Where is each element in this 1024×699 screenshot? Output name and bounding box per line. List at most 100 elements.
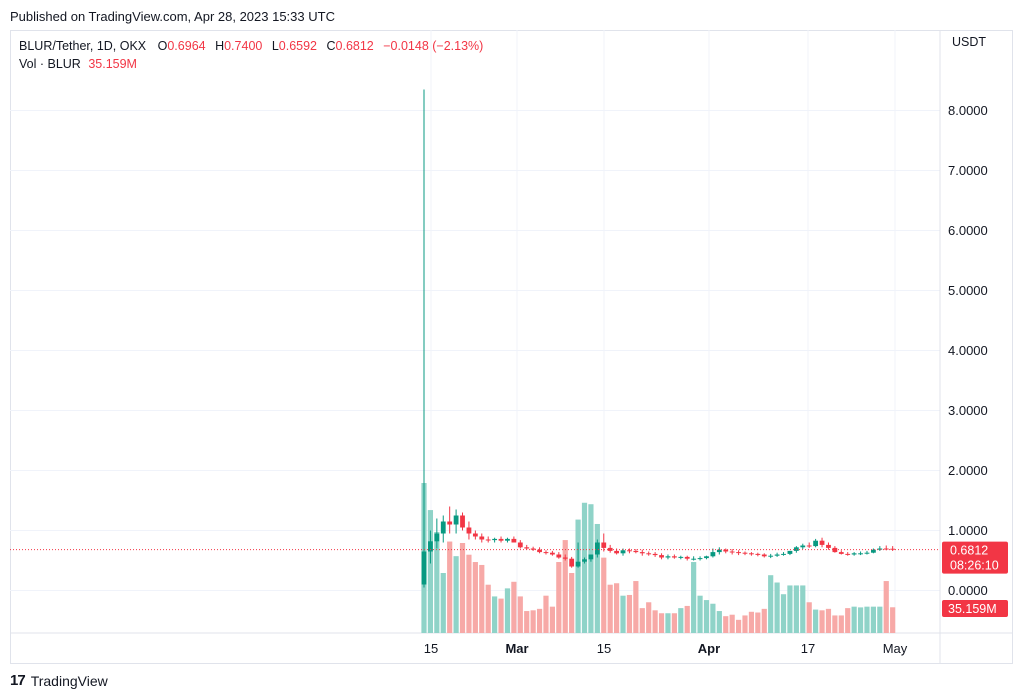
last-price-badge-value: 0.6812: [950, 544, 988, 558]
volume-bar: [780, 594, 787, 633]
volume-bar: [511, 581, 517, 633]
volume-bar: [434, 532, 440, 633]
candle-body: [530, 548, 536, 550]
y-tick-label: 1.0000: [948, 523, 988, 538]
volume-bar: [562, 540, 568, 633]
candle-body: [569, 558, 575, 567]
x-tick-label: May: [883, 641, 908, 656]
volume-bar: [877, 606, 883, 633]
candle-body: [761, 554, 767, 557]
volume-bar: [742, 615, 748, 633]
volume-bar: [703, 600, 710, 633]
volume-bar: [498, 598, 504, 633]
candle-body: [543, 552, 549, 554]
candle-body: [575, 561, 581, 567]
candle-body: [550, 552, 555, 555]
volume-bar: [735, 619, 742, 633]
candle-body: [453, 515, 459, 525]
low-value: 0.6592: [278, 39, 318, 53]
countdown-badge-value: 08:26:10: [950, 559, 999, 573]
volume-bar: [825, 608, 832, 633]
x-tick-label: Mar: [505, 641, 528, 656]
volume-bar: [633, 581, 639, 633]
candle-body: [749, 553, 754, 555]
candle-body: [704, 556, 709, 559]
volume-bar: [678, 608, 684, 633]
change-value: −0.0148 (−2.13%): [383, 39, 484, 53]
candle-body: [851, 553, 857, 555]
candle-body: [505, 538, 510, 541]
candle-body: [582, 559, 587, 562]
volume-bar: [626, 594, 633, 633]
volume-bar: [504, 588, 511, 633]
volume-bar: [832, 615, 838, 633]
y-tick-label: 3.0000: [948, 403, 988, 418]
volume-bar: [864, 606, 870, 633]
candle-body: [562, 557, 568, 559]
volume-bar: [447, 541, 453, 633]
volume-bar: [607, 584, 613, 633]
candle-body: [485, 539, 491, 541]
high-label: H: [215, 39, 225, 53]
volume-bar: [665, 613, 671, 633]
volume-bar: [684, 605, 690, 633]
volume-bar: [691, 562, 697, 633]
volume-label[interactable]: Vol · BLUR: [19, 57, 81, 71]
candle-body: [498, 538, 504, 541]
y-tick-label: 0.0000: [948, 583, 988, 598]
volume-bar: [517, 596, 523, 633]
volume-bar: [774, 582, 780, 633]
candle-body: [556, 554, 562, 558]
candle-body: [614, 550, 619, 554]
volume-bar: [459, 543, 466, 633]
volume-bar: [883, 581, 889, 633]
volume-bar: [723, 616, 729, 633]
volume-bar: [620, 595, 626, 633]
candle-body: [678, 556, 684, 558]
volume-bar: [479, 564, 485, 633]
candle-body: [736, 552, 741, 554]
y-tick-label: 2.0000: [948, 463, 988, 478]
volume-bar: [748, 611, 755, 633]
candle-body: [479, 536, 485, 540]
volume-bar: [870, 606, 876, 633]
candle-body: [858, 553, 863, 555]
volume-bar: [800, 585, 806, 633]
candle-body: [826, 544, 831, 548]
footer-branding: 17 TradingView: [10, 672, 108, 689]
candle-body: [697, 558, 703, 560]
chart-frame[interactable]: [10, 30, 1013, 664]
volume-bar: [453, 556, 459, 633]
volume-bar: [472, 562, 478, 633]
candle-body: [768, 555, 774, 557]
candle-body: [787, 550, 793, 554]
volume-bar: [575, 519, 581, 633]
candle-body: [774, 554, 780, 556]
volume-bar: [845, 608, 851, 633]
candle-body: [838, 552, 844, 554]
close-label: C: [326, 39, 336, 53]
volume-bar: [588, 504, 594, 633]
candle-body: [594, 542, 600, 555]
currency-label: USDT: [952, 35, 986, 49]
candle-body: [620, 550, 626, 554]
volume-bar: [466, 554, 472, 633]
candle-body: [537, 549, 542, 553]
candle-body: [716, 549, 722, 553]
candle-body: [627, 550, 632, 552]
volume-value: 35.159M: [88, 57, 137, 71]
candle-body: [652, 553, 658, 556]
symbol-label[interactable]: BLUR/Tether, 1D, OKX: [19, 39, 147, 53]
volume-bar: [524, 611, 530, 633]
open-label: O: [157, 39, 168, 53]
tradingview-logo-icon: 17: [10, 672, 26, 689]
candle-body: [864, 552, 870, 554]
volume-bar: [652, 610, 658, 633]
candle-body: [793, 547, 799, 551]
volume-bar: [639, 608, 645, 633]
volume-bar: [813, 609, 819, 633]
volume-bar: [793, 585, 799, 633]
volume-bar: [440, 573, 446, 633]
candle-body: [781, 553, 786, 555]
